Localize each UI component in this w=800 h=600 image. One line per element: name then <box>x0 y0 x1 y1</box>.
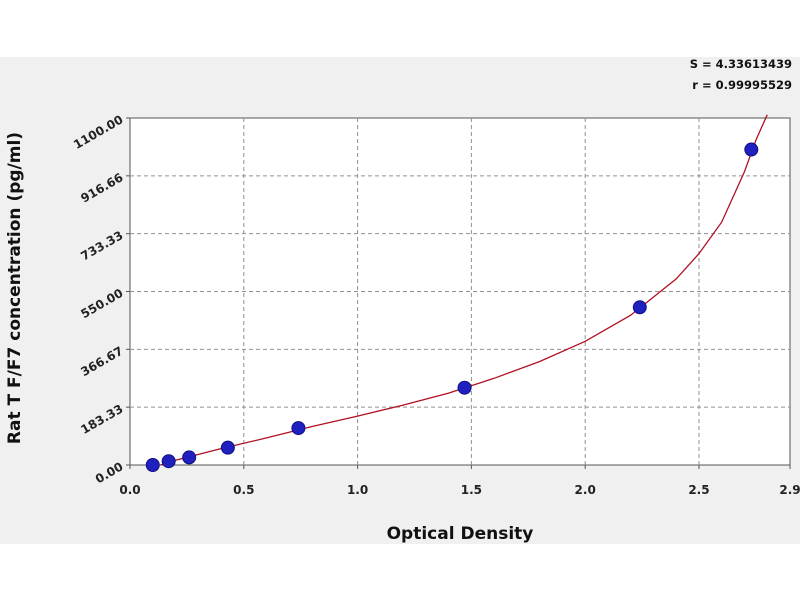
x-tick-label-2: 1.0 <box>347 483 368 497</box>
data-point-1 <box>161 454 176 469</box>
x-tick-label-0: 0.0 <box>119 483 140 497</box>
y-tick-label-4: 733.33 <box>78 228 125 263</box>
x-tick-label-5: 2.5 <box>688 483 709 497</box>
x-tick-label-3: 1.5 <box>461 483 482 497</box>
data-point-6 <box>632 300 647 315</box>
y-tick-label-3: 550.00 <box>78 286 125 321</box>
data-points <box>145 142 759 472</box>
y-axis-title: Rat T F/F7 concentration (pg/ml) <box>5 132 25 444</box>
y-tick-label-1: 183.33 <box>78 402 125 437</box>
x-tick-label-1: 0.5 <box>233 483 254 497</box>
grid-lines <box>130 118 790 465</box>
x-tick-label-4: 2.0 <box>575 483 596 497</box>
data-point-4 <box>291 421 306 436</box>
data-point-2 <box>182 450 197 465</box>
x-tick-labels: 0.0 0.5 1.0 1.5 2.0 2.5 2.9 <box>119 465 800 497</box>
y-tick-label-2: 366.67 <box>78 344 125 379</box>
data-point-5 <box>457 380 472 395</box>
x-tick-label-6: 2.9 <box>779 483 800 497</box>
y-tick-label-6: 1100.00 <box>71 112 125 151</box>
y-tick-labels: 0.00183.33366.67550.00733.33916.661100.0… <box>71 112 130 486</box>
data-point-7 <box>744 142 759 157</box>
data-point-0 <box>145 458 160 472</box>
y-tick-label-5: 916.66 <box>78 170 125 205</box>
data-point-3 <box>220 440 235 455</box>
stat-r: r = 0.99995529 <box>692 78 792 92</box>
fit-curve <box>158 114 768 465</box>
x-axis-title: Optical Density <box>387 524 534 544</box>
stat-s: S = 4.33613439 <box>690 57 792 71</box>
